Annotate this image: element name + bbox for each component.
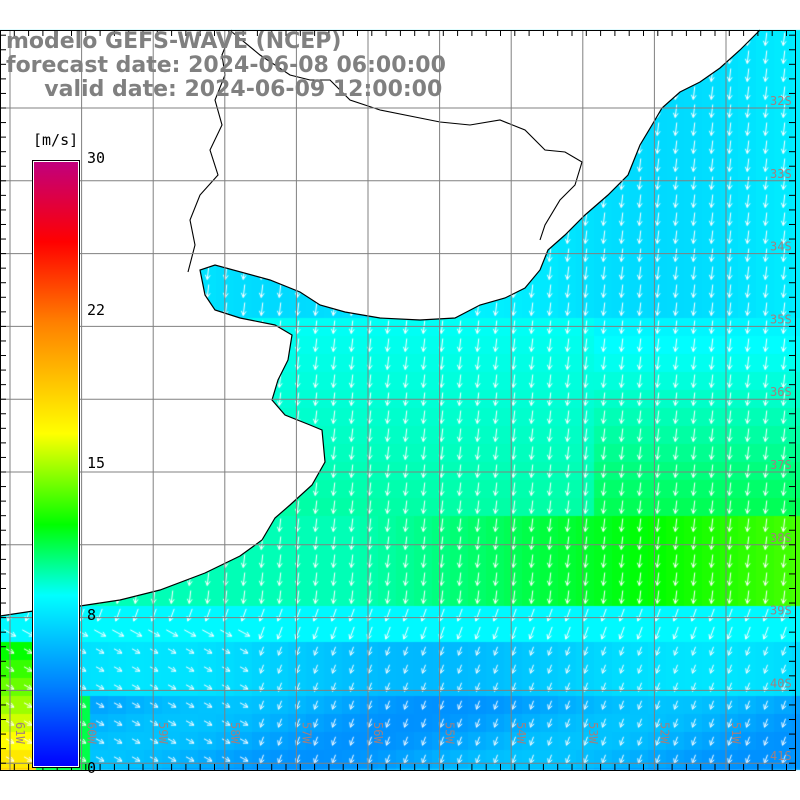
colorbar-tick-30: 30 [87, 149, 106, 167]
lat-label: 32S [770, 94, 792, 108]
lon-label: 54W [514, 722, 528, 744]
colorbar-tick-22: 22 [87, 301, 106, 319]
colorbar [32, 160, 80, 768]
lon-label: 61W [13, 722, 27, 744]
graticule [0, 30, 796, 770]
lon-label: 58W [228, 722, 242, 744]
lon-label: 59W [156, 722, 170, 744]
lon-label: 60W [85, 722, 99, 744]
title-valid-date: valid date: 2024-06-09 12:00:00 [6, 77, 443, 102]
lat-label: 34S [770, 240, 792, 254]
lat-label: 39S [770, 604, 792, 618]
lon-label: 51W [729, 722, 743, 744]
colorbar-tick-15: 15 [87, 454, 106, 472]
title-model: modelo GEFS-WAVE (NCEP) [6, 29, 342, 54]
lon-label: 53W [586, 722, 600, 744]
lat-label: 37S [770, 458, 792, 472]
lon-label: 56W [371, 722, 385, 744]
latitude-labels: 32S 33S 34S 35S 36S 37S 38S 39S 40S 41S [770, 94, 792, 763]
longitude-labels: 61W 60W 59W 58W 57W 56W 55W 54W 53W 52W 51W [13, 722, 743, 744]
map-frame [0, 30, 796, 771]
colorbar-unit: [m/s] [33, 131, 79, 149]
lon-label: 55W [443, 722, 457, 744]
lon-label: 57W [299, 722, 313, 744]
lat-label: 36S [770, 385, 792, 399]
lat-label: 35S [770, 312, 792, 326]
colorbar-tick-0: 0 [87, 759, 97, 777]
lat-label: 41S [770, 749, 792, 763]
uruguay-river-coastline [187, 29, 583, 273]
colorbar-tick-8: 8 [87, 606, 97, 624]
land-mass [0, 30, 760, 616]
lat-label: 40S [770, 676, 792, 690]
lat-label: 38S [770, 531, 792, 545]
coastline [0, 29, 761, 617]
title-forecast-date: forecast date: 2024-06-08 06:00:00 [6, 53, 446, 78]
lon-label: 52W [657, 722, 671, 744]
lat-label: 33S [770, 167, 792, 181]
